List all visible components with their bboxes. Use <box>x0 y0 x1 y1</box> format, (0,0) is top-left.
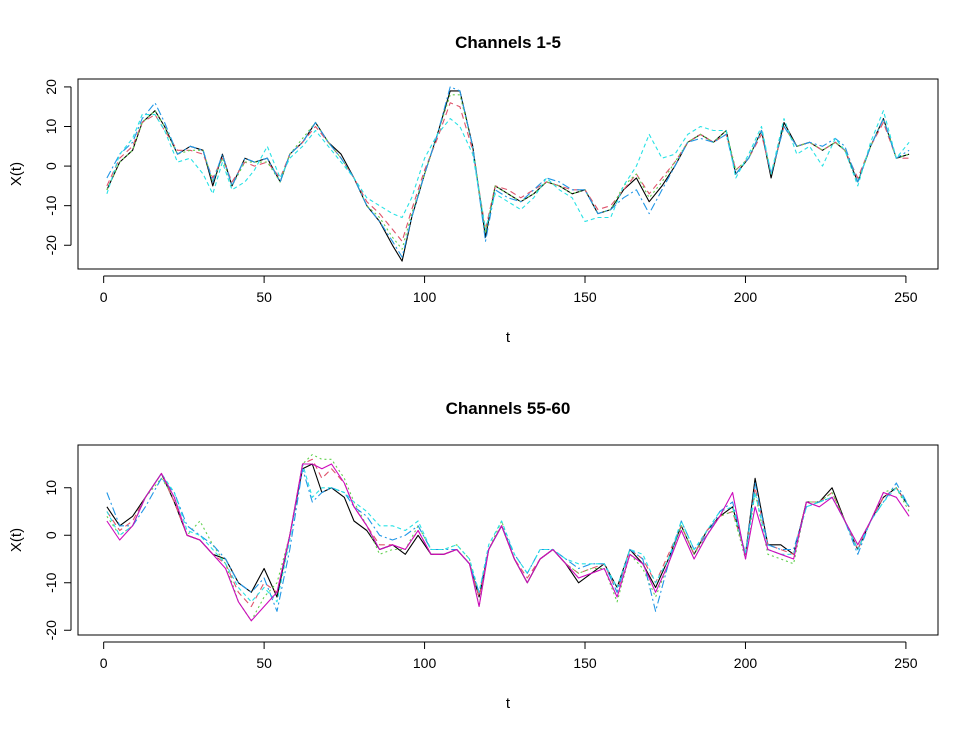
plot-frame <box>77 78 939 270</box>
y-axis: -20 -10 0 10 20 X(t) <box>8 79 72 255</box>
y-tick-label: -10 <box>43 195 59 215</box>
y-tick-label: 0 <box>43 162 59 170</box>
y-tick-label: -10 <box>43 572 59 592</box>
y-axis-label: X(t) <box>8 162 25 186</box>
x-tick-label: 0 <box>100 655 108 671</box>
x-tick-label: 200 <box>734 289 758 305</box>
series-line-1 <box>106 90 910 262</box>
series-line-2 <box>106 102 910 242</box>
x-tick-label: 150 <box>573 655 597 671</box>
x-tick-label: 100 <box>413 655 437 671</box>
y-tick-label: -20 <box>43 620 59 640</box>
x-axis: 0 50 100 150 200 250 t <box>100 275 918 346</box>
series-line-6 <box>106 463 910 622</box>
x-tick-label: 50 <box>256 289 272 305</box>
series-line-5 <box>106 463 910 603</box>
x-tick-label: 200 <box>734 655 758 671</box>
y-tick-label: -20 <box>43 235 59 255</box>
series-line-3 <box>106 453 910 622</box>
panel-1: Channels 1-5 0 50 100 150 200 250 t -20 -10 0 10 20 X… <box>8 33 939 346</box>
x-axis-label: t <box>506 329 511 346</box>
y-axis-label: X(t) <box>8 528 25 552</box>
y-tick-label: 20 <box>43 79 59 95</box>
plot-frame <box>77 444 939 636</box>
x-tick-label: 250 <box>894 289 918 305</box>
series-line-5 <box>106 110 910 230</box>
x-axis-label: t <box>506 695 511 712</box>
panel-2: Channels 55-60 0 50 100 150 200 250 t -20 -10 0 10 X… <box>8 399 939 712</box>
chart-title: Channels 55-60 <box>446 399 571 418</box>
y-axis: -20 -10 0 10 X(t) <box>8 480 72 640</box>
chart-title: Channels 1-5 <box>455 33 561 52</box>
x-tick-label: 250 <box>894 655 918 671</box>
y-tick-label: 0 <box>43 531 59 539</box>
x-tick-label: 0 <box>100 289 108 305</box>
y-tick-label: 10 <box>43 480 59 496</box>
y-tick-label: 10 <box>43 119 59 135</box>
x-tick-label: 150 <box>573 289 597 305</box>
x-tick-label: 50 <box>256 655 272 671</box>
series-line-2 <box>106 458 910 608</box>
x-tick-label: 100 <box>413 289 437 305</box>
series-line-4 <box>106 468 910 612</box>
x-axis: 0 50 100 150 200 250 t <box>100 641 918 712</box>
series-line-1 <box>106 463 910 598</box>
